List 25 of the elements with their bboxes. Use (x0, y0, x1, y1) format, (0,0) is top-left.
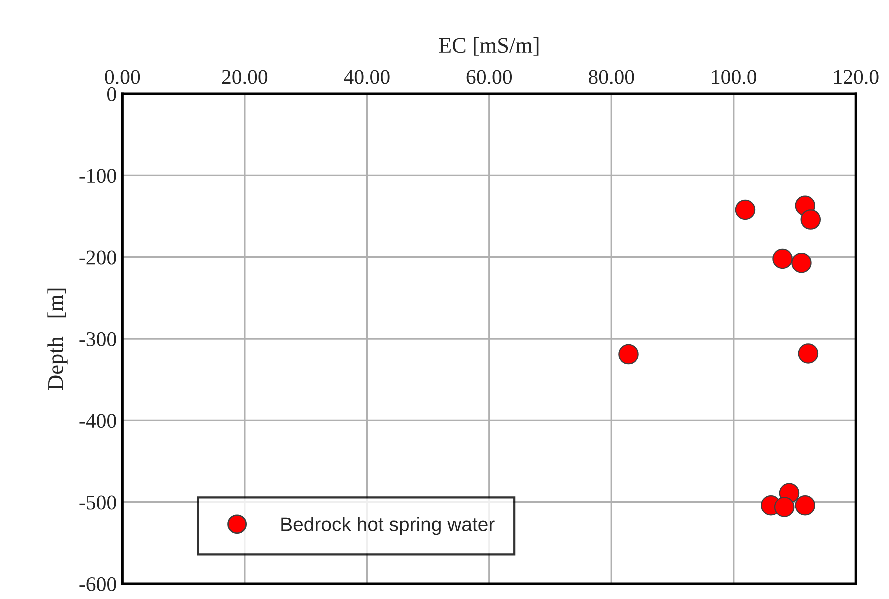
x-tick-label: 0.00 (105, 70, 140, 84)
point (798, 344, 819, 364)
point (772, 248, 793, 270)
x-tick-label: 20.00 (222, 70, 268, 84)
y-tick-label: -600 (80, 577, 116, 592)
x-tick-label: 40.00 (344, 70, 390, 84)
y-tick-label: -400 (80, 414, 116, 428)
y-tick-label: -500 (80, 496, 116, 510)
x-tick-label: 120.0 (834, 70, 879, 84)
point (774, 497, 795, 518)
y-tick-label: 0 (108, 87, 116, 102)
point (618, 344, 639, 365)
point (792, 252, 812, 274)
x-tick-label: 80.00 (588, 70, 634, 84)
point (795, 496, 816, 516)
legend-label: Bedrock hot spring water (282, 517, 495, 536)
x-tick-label: 100.0 (712, 70, 757, 84)
y-tick-label: -200 (80, 250, 116, 265)
point (800, 210, 822, 230)
y-tick-label: -100 (80, 169, 116, 184)
x-axis-title: EC [mS/m] (439, 38, 539, 56)
x-tick-label: 60.00 (466, 70, 512, 84)
y-axis-title: Depth [m] (48, 288, 68, 390)
y-tick-label: -300 (80, 332, 116, 346)
point (735, 200, 756, 220)
